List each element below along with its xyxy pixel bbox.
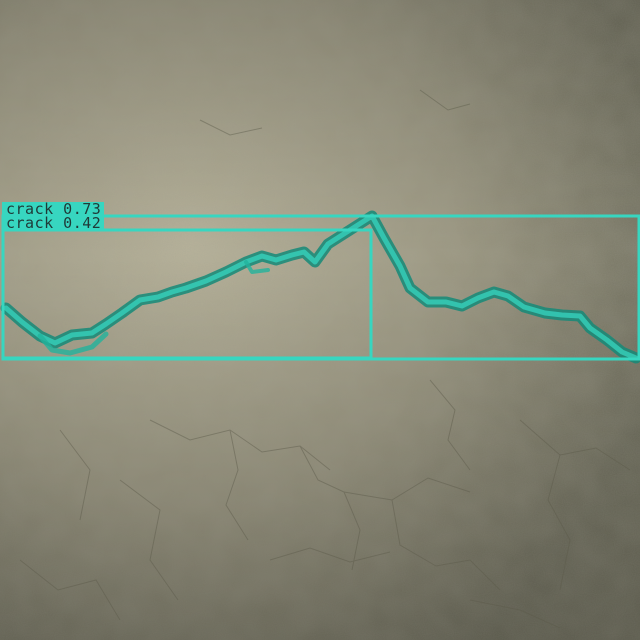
crack-segmentation-mask [0, 210, 640, 364]
hairline-cracks [19, 89, 631, 629]
detection-label-crack-0.73: crack 0.73 [2, 202, 105, 217]
detection-label-crack-0.42: crack 0.42 [2, 216, 105, 231]
detection-box-crack-0.42 [1, 228, 373, 360]
bounding-boxes [1, 214, 640, 361]
